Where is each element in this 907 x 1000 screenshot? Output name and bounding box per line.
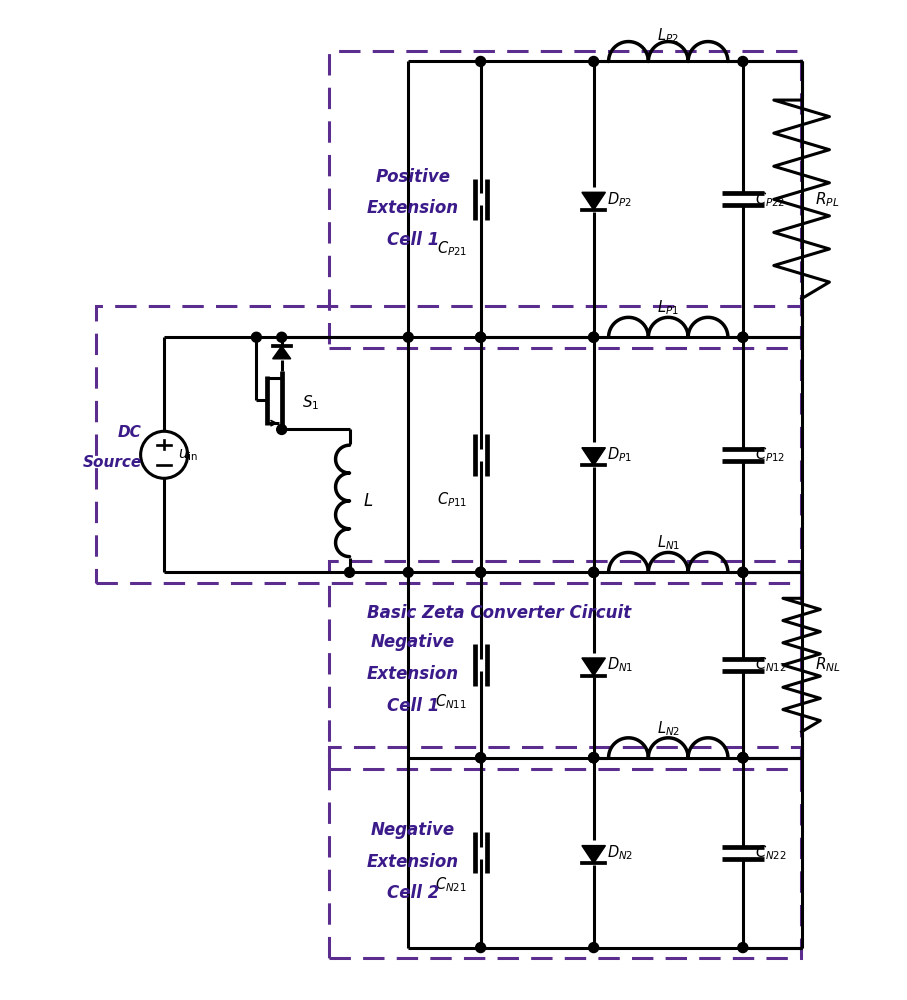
Text: $C_{P11}$: $C_{P11}$: [436, 491, 467, 509]
Text: $C_{P22}$: $C_{P22}$: [755, 190, 785, 209]
Circle shape: [589, 56, 599, 66]
Circle shape: [475, 56, 485, 66]
Text: $C_{N12}$: $C_{N12}$: [755, 656, 786, 674]
Text: Source: Source: [83, 455, 141, 470]
Circle shape: [738, 567, 748, 577]
Text: $L_{N1}$: $L_{N1}$: [657, 534, 680, 552]
Circle shape: [589, 567, 599, 577]
Polygon shape: [582, 192, 605, 210]
Text: Positive: Positive: [375, 168, 450, 186]
Text: Cell 1: Cell 1: [386, 231, 439, 249]
Circle shape: [589, 332, 599, 342]
Circle shape: [738, 56, 748, 66]
Circle shape: [738, 753, 748, 763]
Text: Extension: Extension: [366, 853, 459, 871]
Circle shape: [589, 753, 599, 763]
Text: $S_1$: $S_1$: [302, 393, 319, 412]
Text: Extension: Extension: [366, 199, 459, 217]
Circle shape: [475, 567, 485, 577]
Text: $L_{P2}$: $L_{P2}$: [658, 26, 679, 45]
Text: DC: DC: [118, 425, 141, 440]
Circle shape: [589, 943, 599, 953]
Polygon shape: [273, 346, 291, 359]
Text: Negative: Negative: [371, 633, 455, 651]
Circle shape: [738, 753, 748, 763]
Circle shape: [277, 332, 287, 342]
Circle shape: [277, 424, 287, 434]
Text: $R_{PL}$: $R_{PL}$: [815, 190, 840, 209]
Text: $L$: $L$: [363, 492, 374, 510]
Polygon shape: [582, 448, 605, 465]
Circle shape: [404, 567, 414, 577]
Circle shape: [589, 567, 599, 577]
Circle shape: [345, 567, 355, 577]
Text: $D_{N2}$: $D_{N2}$: [607, 843, 633, 862]
Text: Basic Zeta Converter Circuit: Basic Zeta Converter Circuit: [366, 604, 631, 622]
Circle shape: [738, 943, 748, 953]
Text: $D_{P2}$: $D_{P2}$: [607, 190, 632, 209]
Text: $D_{P1}$: $D_{P1}$: [607, 445, 632, 464]
Circle shape: [589, 753, 599, 763]
Circle shape: [475, 332, 485, 342]
Text: Extension: Extension: [366, 665, 459, 683]
Circle shape: [738, 332, 748, 342]
Polygon shape: [582, 846, 605, 863]
Circle shape: [738, 332, 748, 342]
Circle shape: [251, 332, 261, 342]
Circle shape: [475, 753, 485, 763]
Circle shape: [475, 753, 485, 763]
Text: $C_{N11}$: $C_{N11}$: [435, 692, 467, 711]
Text: $D_{N1}$: $D_{N1}$: [607, 656, 634, 674]
Circle shape: [475, 567, 485, 577]
Circle shape: [475, 943, 485, 953]
Circle shape: [475, 332, 485, 342]
Text: $R_{NL}$: $R_{NL}$: [815, 656, 841, 674]
Text: $u_{\rm in}$: $u_{\rm in}$: [178, 447, 198, 463]
Text: $C_{N21}$: $C_{N21}$: [435, 875, 467, 894]
Circle shape: [589, 332, 599, 342]
Text: $C_{P12}$: $C_{P12}$: [755, 445, 785, 464]
Text: $L_{N2}$: $L_{N2}$: [657, 719, 680, 738]
Circle shape: [589, 753, 599, 763]
Text: Negative: Negative: [371, 821, 455, 839]
Text: Cell 2: Cell 2: [386, 884, 439, 902]
Circle shape: [738, 567, 748, 577]
Circle shape: [404, 332, 414, 342]
Polygon shape: [582, 658, 605, 676]
Circle shape: [738, 753, 748, 763]
Text: $C_{P21}$: $C_{P21}$: [436, 240, 467, 258]
Text: $L_{P1}$: $L_{P1}$: [658, 299, 679, 317]
Text: Cell 1: Cell 1: [386, 697, 439, 715]
Text: $C_{N22}$: $C_{N22}$: [755, 843, 786, 862]
